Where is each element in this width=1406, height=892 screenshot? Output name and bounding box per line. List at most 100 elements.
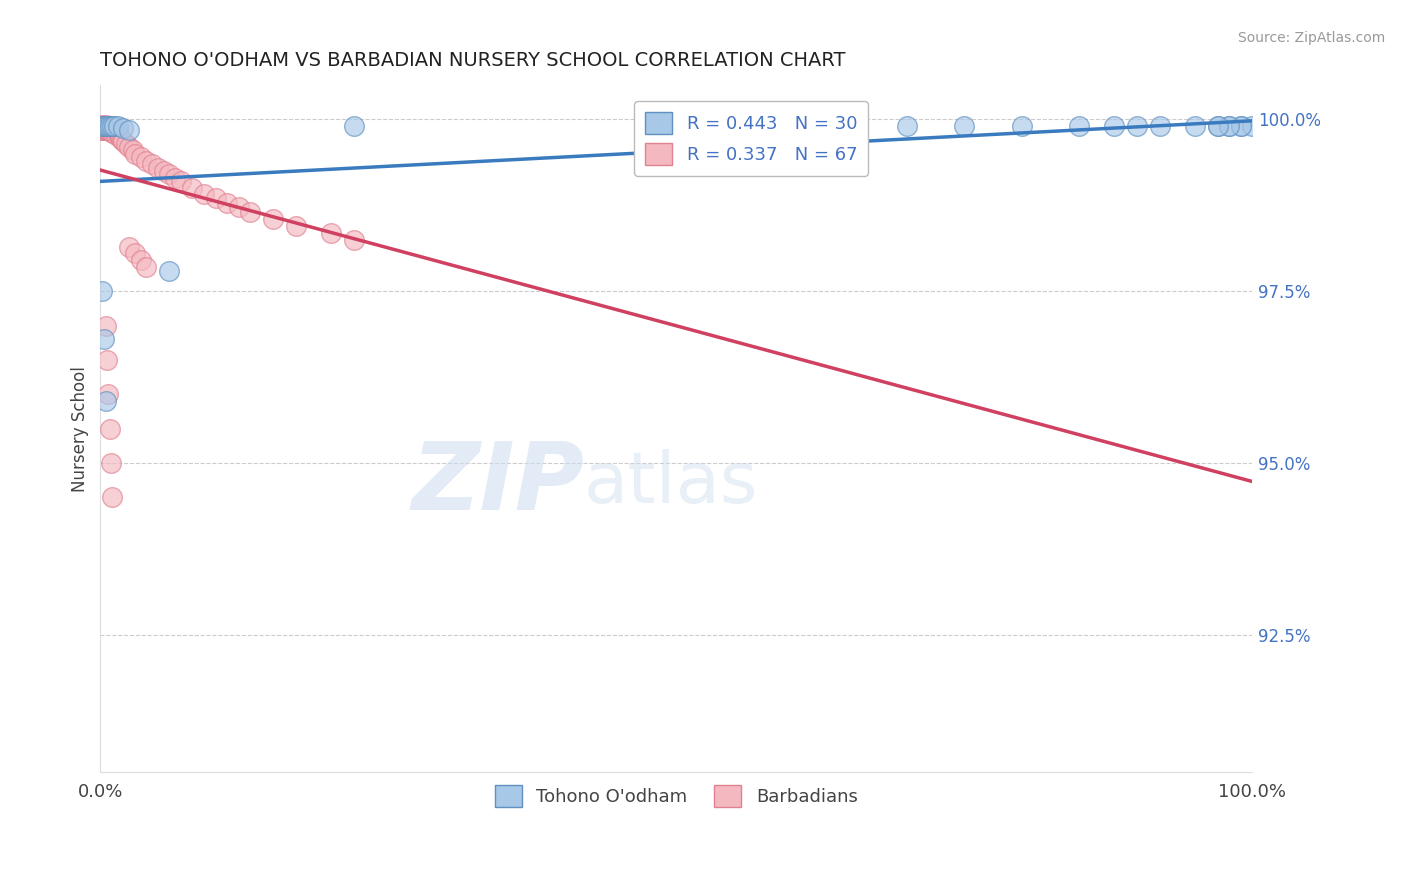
Text: ZIP: ZIP: [411, 438, 583, 530]
Point: [135, 260, 157, 275]
Point: [1229, 120, 1251, 134]
Point: [124, 246, 146, 260]
Point: [104, 125, 127, 139]
Point: [97, 120, 120, 134]
Y-axis label: Nursery School: Nursery School: [72, 366, 89, 491]
Point: [215, 196, 238, 211]
Text: TOHONO O'ODHAM VS BARBADIAN NURSERY SCHOOL CORRELATION CHART: TOHONO O'ODHAM VS BARBADIAN NURSERY SCHO…: [100, 51, 846, 70]
Point: [93, 120, 115, 134]
Point: [90, 284, 112, 298]
Text: Source: ZipAtlas.com: Source: ZipAtlas.com: [1237, 31, 1385, 45]
Point: [159, 168, 181, 182]
Point: [96, 122, 118, 136]
Point: [141, 157, 163, 171]
Point: [90, 120, 112, 134]
Point: [1011, 120, 1033, 134]
Point: [94, 122, 117, 136]
Point: [953, 120, 976, 134]
Point: [1149, 120, 1171, 134]
Point: [170, 174, 193, 188]
Point: [94, 318, 117, 333]
Point: [285, 219, 308, 233]
Point: [101, 120, 124, 135]
Point: [93, 120, 115, 134]
Point: [193, 186, 215, 201]
Point: [112, 120, 135, 135]
Point: [343, 233, 366, 247]
Point: [107, 122, 129, 136]
Point: [90, 118, 112, 132]
Point: [118, 239, 141, 253]
Point: [114, 136, 136, 151]
Point: [118, 122, 141, 136]
Point: [90, 122, 112, 136]
Point: [105, 128, 128, 142]
Point: [101, 126, 124, 140]
Point: [1218, 120, 1240, 134]
Point: [107, 120, 129, 134]
Point: [96, 120, 118, 134]
Point: [100, 125, 122, 139]
Point: [228, 201, 250, 215]
Point: [94, 118, 117, 132]
Point: [343, 120, 366, 134]
Point: [93, 120, 115, 135]
Point: [239, 205, 262, 219]
Point: [90, 120, 112, 135]
Point: [91, 120, 114, 134]
Point: [118, 140, 141, 154]
Point: [121, 144, 143, 158]
Point: [94, 120, 117, 134]
Point: [1126, 120, 1149, 134]
Point: [101, 491, 124, 505]
Point: [93, 122, 115, 136]
Point: [112, 135, 135, 149]
Point: [159, 263, 181, 277]
Point: [100, 456, 122, 470]
Point: [97, 120, 120, 135]
Point: [91, 120, 114, 135]
Point: [98, 120, 121, 134]
Point: [94, 122, 117, 136]
Point: [1069, 120, 1091, 134]
Point: [165, 170, 187, 185]
Legend: Tohono O'odham, Barbadians: Tohono O'odham, Barbadians: [488, 778, 865, 814]
Point: [103, 120, 125, 134]
Point: [111, 133, 134, 147]
Point: [124, 146, 146, 161]
Point: [135, 153, 157, 168]
Point: [101, 120, 124, 134]
Point: [94, 120, 117, 135]
Point: [129, 253, 152, 268]
Text: atlas: atlas: [583, 449, 758, 518]
Point: [1184, 120, 1206, 134]
Point: [91, 122, 114, 136]
Point: [98, 421, 121, 435]
Point: [1102, 120, 1125, 134]
Point: [101, 125, 124, 139]
Point: [94, 120, 117, 135]
Point: [93, 332, 115, 346]
Point: [97, 387, 120, 401]
Point: [98, 120, 121, 134]
Point: [319, 226, 342, 240]
Point: [1229, 120, 1251, 134]
Point: [1241, 120, 1264, 134]
Point: [1206, 120, 1229, 134]
Point: [96, 352, 118, 367]
Point: [110, 132, 132, 146]
Point: [107, 128, 129, 142]
Point: [107, 126, 129, 140]
Point: [152, 164, 174, 178]
Point: [1206, 120, 1229, 134]
Point: [129, 150, 152, 164]
Point: [262, 212, 284, 227]
Point: [97, 123, 120, 137]
Point: [98, 122, 121, 136]
Point: [181, 181, 204, 195]
Point: [108, 129, 131, 144]
Point: [1218, 120, 1240, 134]
Point: [204, 192, 226, 206]
Point: [146, 161, 169, 175]
Point: [90, 120, 112, 134]
